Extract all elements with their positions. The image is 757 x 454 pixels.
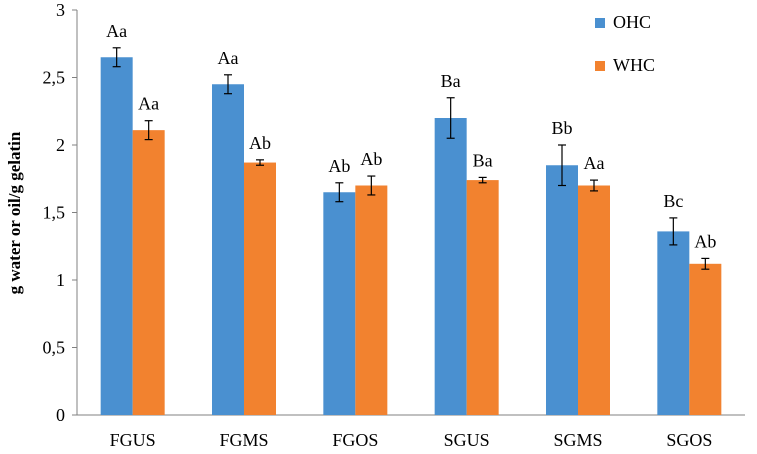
y-axis-title: g water or oil/g gelatin bbox=[5, 131, 24, 294]
bar-ohc bbox=[212, 84, 244, 415]
x-tick-label: FGOS bbox=[332, 430, 378, 450]
legend-swatch-ohc bbox=[595, 18, 605, 28]
y-tick-label: 2 bbox=[56, 135, 65, 155]
bar-ohc bbox=[323, 192, 356, 415]
legend-label-whc: WHC bbox=[613, 55, 655, 75]
bar-whc bbox=[244, 162, 276, 415]
y-tick-label: 0,5 bbox=[43, 338, 66, 358]
bar-whc bbox=[578, 185, 610, 415]
data-label: Aa bbox=[106, 21, 127, 41]
data-label: Ab bbox=[360, 149, 382, 169]
legend-label-ohc: OHC bbox=[613, 12, 651, 32]
bar-ohc bbox=[100, 57, 133, 415]
bar-whc bbox=[689, 263, 722, 415]
data-label: Ab bbox=[328, 156, 350, 176]
bar-whc bbox=[355, 185, 388, 415]
data-label: Bb bbox=[551, 118, 572, 138]
y-ticks: 0 0,5 1 1,5 2 2,5 3 bbox=[43, 0, 77, 425]
bar-whc bbox=[466, 180, 499, 415]
y-tick-label: 1 bbox=[56, 270, 65, 290]
y-axis-title-group: g water or oil/g gelatin bbox=[5, 131, 24, 294]
y-tick-label: 0 bbox=[56, 405, 65, 425]
y-tick-label: 3 bbox=[56, 0, 65, 20]
bar-whc bbox=[132, 130, 165, 415]
data-label: Ab bbox=[694, 231, 716, 251]
x-tick-label: SGOS bbox=[666, 430, 712, 450]
data-label: Aa bbox=[218, 48, 239, 68]
data-label: Ba bbox=[441, 71, 461, 91]
bars: Aa Aa Aa Ab Ab Ab Ba Ba Bb Aa Bc Ab bbox=[100, 21, 722, 415]
x-tick-label: FGMS bbox=[219, 430, 268, 450]
legend: OHC WHC bbox=[595, 12, 655, 75]
y-tick-label: 2,5 bbox=[43, 68, 66, 88]
legend-swatch-whc bbox=[595, 61, 605, 71]
x-ticks: FGUS FGMS FGOS SGUS SGMS SGOS bbox=[110, 430, 713, 450]
bar-ohc bbox=[657, 231, 690, 415]
x-tick-label: SGUS bbox=[444, 430, 490, 450]
y-tick-label: 1,5 bbox=[43, 203, 66, 223]
data-label: Bc bbox=[663, 191, 683, 211]
data-label: Ab bbox=[249, 133, 271, 153]
data-label: Aa bbox=[138, 94, 159, 114]
bar-ohc bbox=[546, 165, 578, 415]
x-tick-label: FGUS bbox=[110, 430, 156, 450]
x-tick-label: SGMS bbox=[553, 430, 602, 450]
data-label: Aa bbox=[584, 153, 605, 173]
data-label: Ba bbox=[473, 150, 493, 170]
bar-ohc bbox=[434, 118, 467, 415]
